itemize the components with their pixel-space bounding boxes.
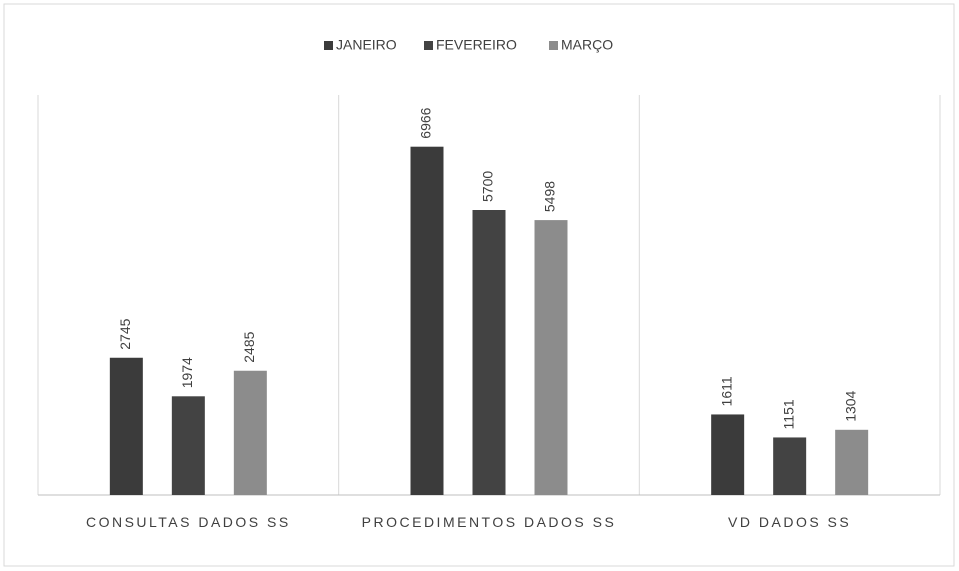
bar — [711, 414, 745, 495]
data-label: 5700 — [480, 171, 496, 202]
data-label: 1151 — [780, 399, 796, 429]
x-tick-label: VD DADOS SS — [728, 514, 852, 530]
data-label: 5498 — [542, 181, 558, 212]
data-label: 2745 — [117, 318, 133, 349]
bar — [171, 396, 205, 495]
data-label: 1304 — [842, 390, 858, 421]
legend-label: FEVEREIRO — [436, 37, 517, 53]
data-label: 1974 — [179, 357, 195, 388]
legend-label: MARÇO — [561, 37, 613, 53]
bar — [534, 220, 568, 495]
legend-swatch — [424, 41, 433, 50]
x-tick-label: CONSULTAS DADOS SS — [85, 514, 291, 530]
legend-swatch — [549, 41, 558, 50]
data-label: 2485 — [241, 331, 257, 362]
bar — [109, 357, 143, 495]
bar — [773, 437, 807, 495]
bar — [233, 370, 267, 495]
bar — [472, 210, 506, 495]
bar — [835, 429, 869, 495]
x-tick-label: PROCEDIMENTOS DADOS SS — [361, 514, 617, 530]
legend-label: JANEIRO — [336, 37, 397, 53]
bar — [410, 146, 444, 495]
data-label: 6966 — [418, 107, 434, 138]
legend-swatch — [324, 41, 333, 50]
data-label: 1611 — [718, 376, 734, 406]
